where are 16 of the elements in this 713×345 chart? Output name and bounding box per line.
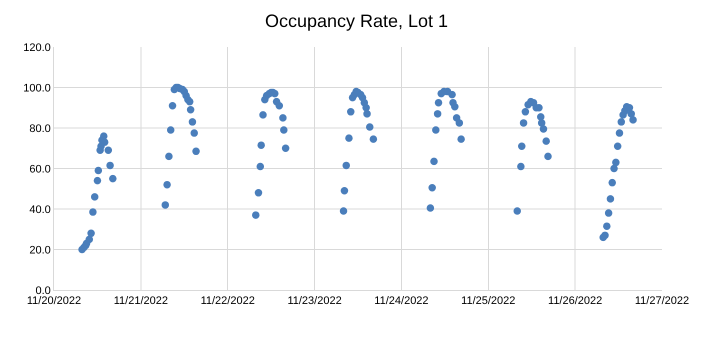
x-tick-label: 11/22/2022 xyxy=(200,295,255,308)
x-tick-label: 11/21/2022 xyxy=(114,295,168,308)
y-tick-label: 120.0 xyxy=(23,42,51,54)
chart-title: Occupancy Rate, Lot 1 xyxy=(264,11,448,31)
y-tick-label: 40.0 xyxy=(29,204,51,216)
y-tick-label: 80.0 xyxy=(29,122,51,135)
x-tick-label: 11/26/2022 xyxy=(548,295,602,308)
x-tick-label: 11/27/2022 xyxy=(634,295,690,308)
x-tick-label: 11/20/2022 xyxy=(26,295,82,308)
x-tick-label: 11/24/2022 xyxy=(374,295,429,308)
y-tick-label: 60.0 xyxy=(29,163,51,176)
y-tick-label: 100.0 xyxy=(23,82,51,94)
x-tick-label: 11/25/2022 xyxy=(461,295,516,308)
y-tick-label: 0.0 xyxy=(36,284,51,297)
x-tick-label: 11/23/2022 xyxy=(287,295,342,308)
y-tick-label: 20.0 xyxy=(29,244,51,256)
